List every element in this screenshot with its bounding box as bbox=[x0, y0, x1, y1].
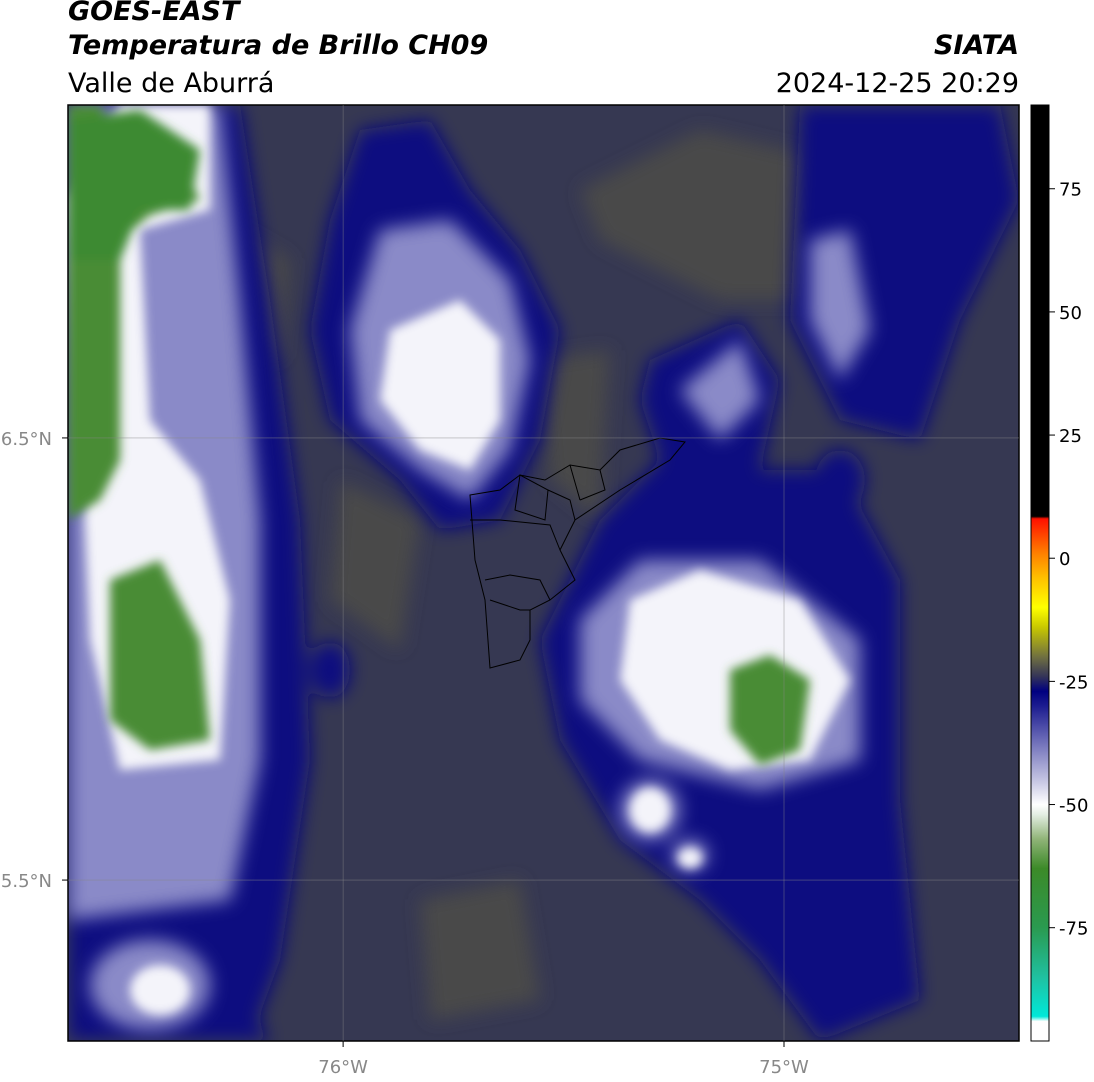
satellite-image bbox=[68, 105, 1019, 1041]
subtitle: Temperatura de Brillo CH09 bbox=[68, 30, 488, 61]
datetime: 2024-12-25 20:29 bbox=[776, 68, 1019, 99]
colorbar-tick-label: -25 bbox=[1059, 672, 1088, 693]
region: Valle de Aburrá bbox=[68, 68, 274, 99]
y-tick-label: 5.5°N bbox=[1, 871, 52, 892]
y-tick-label: 6.5°N bbox=[1, 429, 52, 450]
colorbar-tick-label: -75 bbox=[1059, 919, 1088, 940]
colorbar-tick-label: 0 bbox=[1059, 549, 1070, 570]
title: GOES-EAST bbox=[68, 0, 242, 27]
colorbar-tick-label: 50 bbox=[1059, 303, 1082, 324]
colorbar bbox=[1030, 104, 1050, 1042]
x-tick-label: 76°W bbox=[318, 1057, 368, 1078]
x-tick-label: 75°W bbox=[759, 1057, 809, 1078]
colorbar-tick-label: -50 bbox=[1059, 796, 1088, 817]
source: SIATA bbox=[934, 30, 1019, 61]
colorbar-tick-label: 25 bbox=[1059, 426, 1082, 447]
map-frame bbox=[67, 104, 1020, 1042]
colorbar-tick-label: 75 bbox=[1059, 180, 1082, 201]
